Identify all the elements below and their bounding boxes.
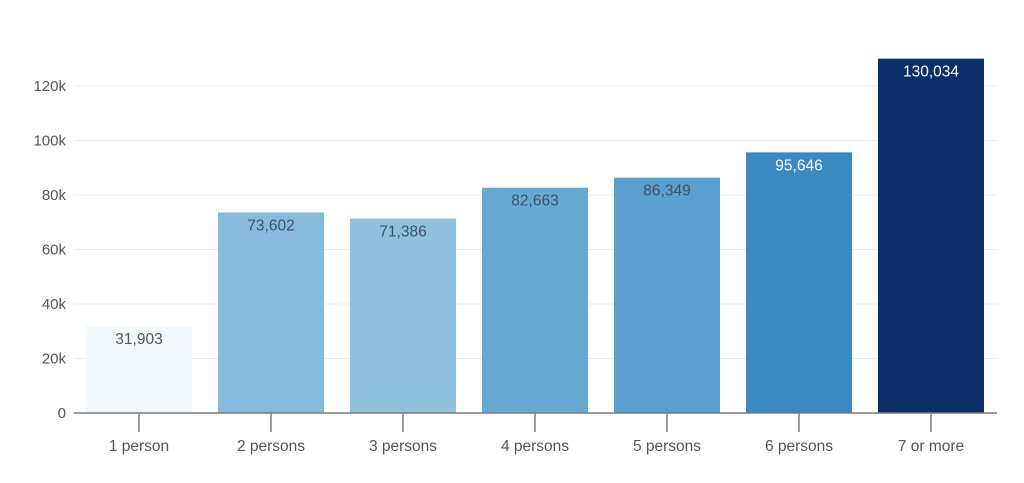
bar-7[interactable] xyxy=(878,58,984,413)
x-tick-label: 5 persons xyxy=(633,438,701,455)
bar-value-label: 130,034 xyxy=(903,64,959,81)
bar-value-label: 95,646 xyxy=(775,157,822,174)
bar-5[interactable] xyxy=(614,177,720,413)
bars xyxy=(86,58,984,413)
x-tick-label: 3 persons xyxy=(369,438,437,455)
x-axis-tick-labels: 1 person 2 persons 3 persons 4 persons 5 per… xyxy=(109,438,964,455)
bar-6[interactable] xyxy=(746,152,852,413)
x-tick-label: 4 persons xyxy=(501,438,569,455)
bar-value-label: 86,349 xyxy=(643,183,690,200)
y-tick-label: 80k xyxy=(42,187,67,204)
y-tick-label: 40k xyxy=(42,296,67,313)
y-tick-label: 20k xyxy=(42,351,67,368)
x-tick-label: 1 person xyxy=(109,438,169,455)
y-axis-tick-labels: 0 20k 40k 60k 80k 100k 120k xyxy=(33,78,66,422)
x-tick-label: 7 or more xyxy=(898,438,964,455)
bar-value-label: 31,903 xyxy=(115,331,162,348)
y-tick-label: 100k xyxy=(33,133,66,150)
bar-3[interactable] xyxy=(350,218,456,413)
x-tick-label: 6 persons xyxy=(765,438,833,455)
bar-2[interactable] xyxy=(218,212,324,413)
x-tick-label: 2 persons xyxy=(237,438,305,455)
bar-value-labels: 31,903 73,602 71,386 82,663 86,349 95,646 130,… xyxy=(115,64,959,348)
bar-4[interactable] xyxy=(482,187,588,413)
y-tick-label: 0 xyxy=(58,405,66,422)
x-axis-ticks xyxy=(138,413,932,432)
y-tick-label: 120k xyxy=(33,78,66,95)
bar-1[interactable] xyxy=(86,326,192,413)
y-tick-label: 60k xyxy=(42,242,67,259)
bar-value-label: 73,602 xyxy=(247,217,294,234)
bar-value-label: 82,663 xyxy=(511,193,558,210)
bar-value-label: 71,386 xyxy=(379,223,426,240)
